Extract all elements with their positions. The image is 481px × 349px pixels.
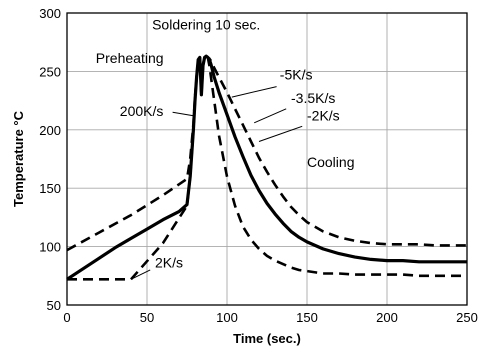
y-tick-label: 100 <box>39 240 61 255</box>
annotation-leader-line <box>130 269 151 280</box>
annotation-label: 2K/s <box>155 255 183 271</box>
annotation-label: Cooling <box>307 154 354 170</box>
dashed-profile-line-1 <box>66 54 467 252</box>
x-tick-label: 150 <box>296 310 318 325</box>
annotations: Soldering 10 sec. Preheating 200K/s -5K/s -3… <box>96 16 355 270</box>
annotation-label: 200K/s <box>120 103 164 119</box>
annotation-label: -2K/s <box>307 107 340 123</box>
x-tick-label: 200 <box>376 310 398 325</box>
annotation-leader-line <box>172 111 194 117</box>
gridlines <box>67 13 467 305</box>
y-tick-label: 250 <box>39 64 61 79</box>
annotation-label: Soldering 10 sec. <box>152 16 260 32</box>
annotation-label: -5K/s <box>280 67 313 83</box>
annotation-label: Preheating <box>96 50 164 66</box>
y-tick-label: 300 <box>39 6 61 21</box>
x-tick-label: 250 <box>456 310 478 325</box>
x-tick-label: 0 <box>63 310 70 325</box>
series-lines <box>66 54 467 281</box>
y-axis-label: Temperature °C <box>11 110 26 207</box>
y-tick-label: 50 <box>47 298 61 313</box>
annotation-leader-line <box>258 125 303 142</box>
x-tick-label: 100 <box>216 310 238 325</box>
annotation-leader-line <box>231 86 277 98</box>
dashed-profile-line-2 <box>67 54 467 281</box>
y-tick-label: 150 <box>39 181 61 196</box>
solid-profile-line-0 <box>66 54 467 281</box>
annotation-leader-line <box>253 108 287 124</box>
annotation-label: -3.5K/s <box>291 90 335 106</box>
annotation-leaders <box>130 86 303 280</box>
x-axis-label: Time (sec.) <box>233 331 301 346</box>
x-tick-label: 50 <box>140 310 154 325</box>
plot-frame <box>66 12 468 306</box>
y-tick-label: 200 <box>39 123 61 138</box>
